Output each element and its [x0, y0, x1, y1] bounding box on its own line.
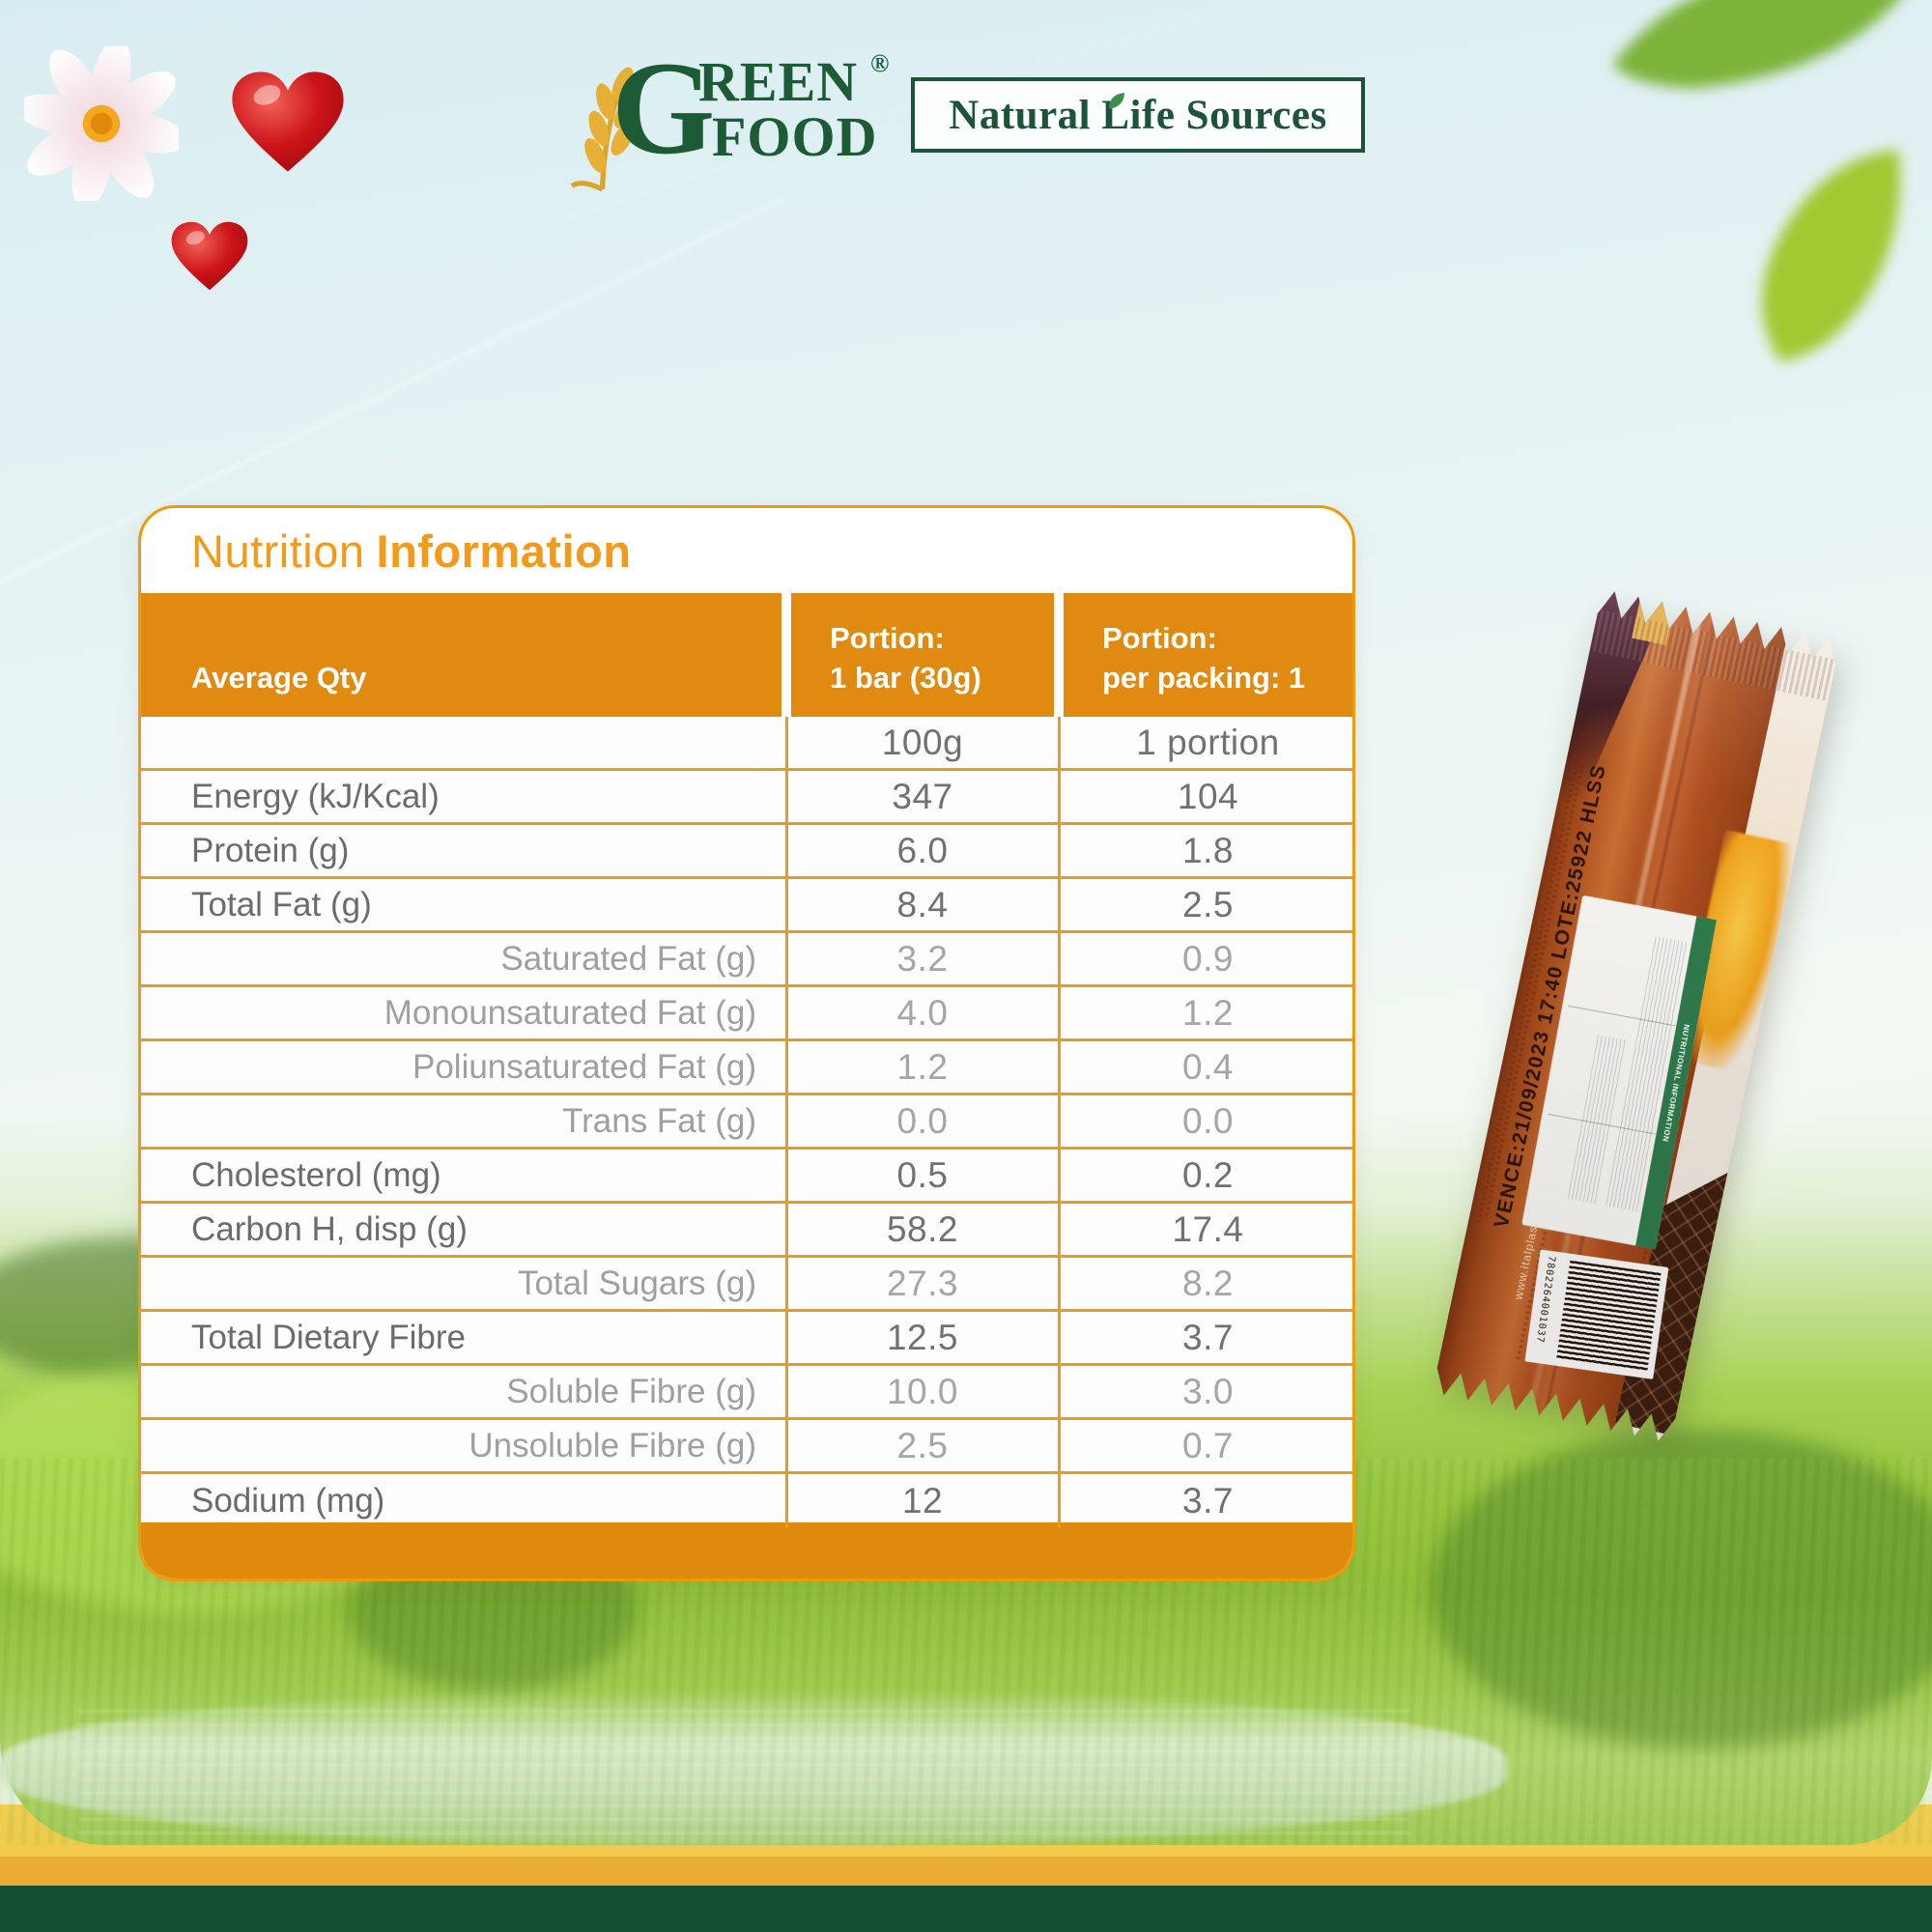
card-title-bold: Information: [376, 525, 632, 577]
bottom-green-stripe: [0, 1886, 1932, 1932]
row-value-portion: 3.7: [1182, 1481, 1234, 1520]
row-value-portion: 3.0: [1182, 1371, 1234, 1411]
table-row: Unsoluble Fibre (g) 2.5 0.7: [141, 1420, 1352, 1474]
flower-decoration: [24, 46, 179, 201]
table-row: Carbon H, disp (g) 58.2 17.4: [141, 1204, 1352, 1258]
heart-icon: [232, 71, 344, 172]
row-value-100g: 347: [892, 776, 953, 816]
row-label: Total Dietary Fibre: [191, 1318, 466, 1356]
table-row: Saturated Fat (g) 3.2 0.9: [141, 933, 1352, 987]
water-reflection: [77, 1710, 1410, 1835]
row-value-100g: 1.2: [896, 1046, 949, 1087]
row-label: Saturated Fat (g): [500, 939, 756, 978]
row-value-100g: 8.4: [896, 884, 949, 924]
header-average-qty: Average Qty: [141, 593, 781, 717]
row-label: Total Sugars (g): [517, 1264, 756, 1302]
row-value-100g: 3.2: [896, 938, 949, 979]
table-row: Total Fat (g) 8.4 2.5: [141, 879, 1352, 933]
nutrition-information-card: Nutrition Information Average Qty Portio…: [138, 505, 1355, 1581]
row-value-portion: 1.8: [1182, 830, 1234, 870]
row-value-100g: 12: [901, 1481, 944, 1520]
table-header: Average Qty Portion: 1 bar (30g) Portion…: [141, 593, 1352, 717]
natural-life-sources-logo: Natural Life Sources: [911, 77, 1365, 153]
table-row: Total Dietary Fibre 12.5 3.7: [141, 1312, 1352, 1366]
table-row: 100g 1 portion: [141, 717, 1352, 771]
pond-water: [0, 1690, 1507, 1845]
row-value-100g: 4.0: [896, 992, 949, 1033]
row-value-portion: 3.7: [1182, 1317, 1234, 1357]
table-row: Energy (kJ/Kcal) 347 104: [141, 771, 1352, 825]
row-value-100g: 0.5: [896, 1154, 949, 1195]
row-value-100g: 10.0: [886, 1371, 958, 1411]
row-label: Cholesterol (mg): [191, 1155, 441, 1194]
card-footer-bar: [141, 1522, 1352, 1578]
green-food-logo: G REEN FOOD ®: [555, 42, 903, 192]
table-row: Monounsaturated Fat (g) 4.0 1.2: [141, 987, 1352, 1041]
wheat-icon: [570, 67, 639, 192]
row-label: Protein (g): [191, 831, 350, 869]
row-value-portion: 0.9: [1182, 938, 1234, 979]
row-value-portion: 8.2: [1182, 1263, 1234, 1303]
logo-word-food: FOOD: [712, 104, 878, 168]
row-value-100g: 6.0: [896, 830, 949, 870]
row-label: Unsoluble Fibre (g): [469, 1426, 756, 1464]
logo-word-reen: REEN: [698, 50, 859, 113]
row-label: Monounsaturated Fat (g): [384, 993, 756, 1032]
heart-icon: [171, 221, 248, 291]
row-label: Soluble Fibre (g): [506, 1372, 756, 1410]
leaf-decoration: [1612, 0, 1915, 89]
row-value-100g: 12.5: [886, 1317, 958, 1357]
row-value-portion: 1 portion: [1136, 722, 1280, 762]
row-value-portion: 0.7: [1182, 1425, 1234, 1465]
row-value-portion: 0.4: [1182, 1046, 1234, 1087]
leaf-decoration: [1761, 149, 1901, 361]
header-portion-bar: Portion: 1 bar (30g): [791, 593, 1054, 717]
row-value-100g: 100g: [881, 722, 964, 762]
row-value-portion: 1.2: [1182, 992, 1234, 1033]
row-value-100g: 0.0: [896, 1100, 949, 1141]
table-row: Sodium (mg) 12 3.7: [141, 1474, 1352, 1528]
row-label: Sodium (mg): [191, 1482, 385, 1520]
card-title-regular: Nutrition: [191, 525, 365, 577]
card-title: Nutrition Information: [141, 508, 1352, 593]
row-label: [141, 717, 781, 768]
row-value-portion: 0.0: [1182, 1100, 1234, 1141]
table-row: Trans Fat (g) 0.0 0.0: [141, 1095, 1352, 1150]
row-value-portion: 0.2: [1182, 1154, 1234, 1195]
table-row: Protein (g) 6.0 1.8: [141, 825, 1352, 879]
row-label: Carbon H, disp (g): [191, 1209, 468, 1248]
table-row: Cholesterol (mg) 0.5 0.2: [141, 1150, 1352, 1204]
table-row: Total Sugars (g) 27.3 8.2: [141, 1258, 1352, 1312]
header-portion-packing: Portion: per packing: 1: [1064, 593, 1352, 717]
row-value-100g: 2.5: [896, 1425, 949, 1465]
row-label: Total Fat (g): [191, 885, 372, 923]
row-value-portion: 17.4: [1172, 1208, 1244, 1249]
column-divider: [1058, 717, 1061, 1528]
leaf-icon: [1109, 93, 1124, 109]
table-row: Poliunsaturated Fat (g) 1.2 0.4: [141, 1041, 1352, 1095]
row-label: Trans Fat (g): [562, 1101, 756, 1140]
registered-mark: ®: [870, 49, 890, 77]
row-value-100g: 27.3: [886, 1263, 958, 1303]
nutrition-rows: 100g 1 portion Energy (kJ/Kcal) 347 104 Prote…: [141, 717, 1352, 1528]
logo-letter-g: G: [611, 34, 716, 182]
grass-tuft: [1430, 1430, 1932, 1748]
row-value-portion: 104: [1177, 776, 1239, 816]
column-divider: [785, 717, 788, 1528]
table-row: Soluble Fibre (g) 10.0 3.0: [141, 1366, 1352, 1420]
row-label: Poliunsaturated Fat (g): [412, 1047, 756, 1086]
natural-life-sources-text: Natural Life Sources: [949, 92, 1327, 138]
row-value-portion: 2.5: [1182, 884, 1234, 924]
row-value-100g: 58.2: [886, 1208, 958, 1249]
row-label: Energy (kJ/Kcal): [191, 777, 440, 815]
